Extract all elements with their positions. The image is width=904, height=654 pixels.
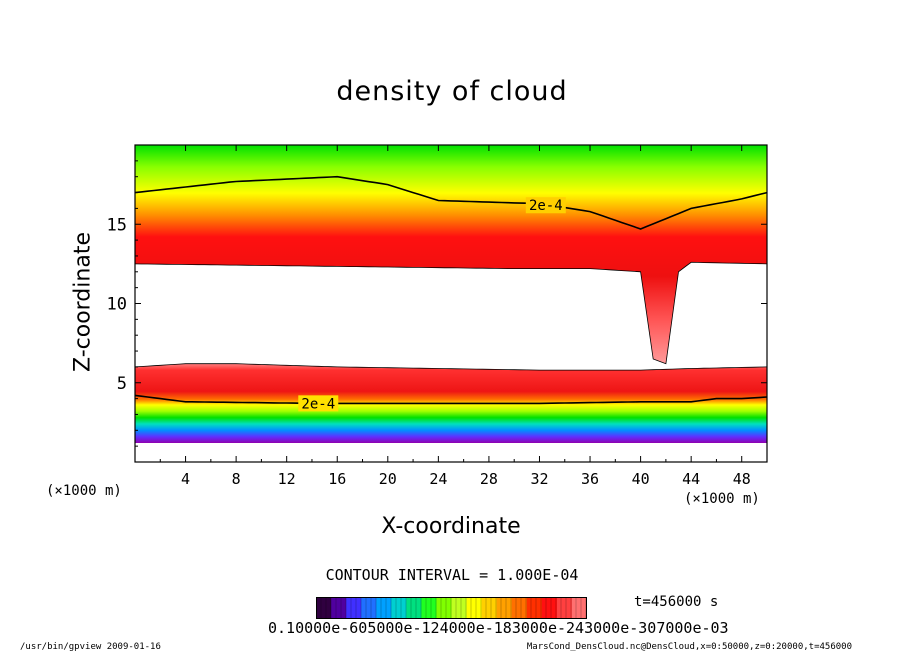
colorbar-swatch: [481, 597, 498, 619]
contour-label: 2e-4: [529, 198, 563, 214]
contour-2e-4-lower: [134, 394, 768, 405]
x-unit-right: (×1000 m): [684, 491, 760, 507]
colorbar-swatch: [496, 597, 513, 619]
contour-label-bg: [525, 197, 566, 214]
colorbar-swatch: [406, 597, 422, 619]
y-tick-label: 10: [107, 295, 127, 315]
upper-cloud-layer: [135, 145, 767, 364]
colorbar-swatch: [556, 597, 573, 619]
x-tick-label: 20: [379, 470, 397, 488]
colorbar-swatch: [466, 597, 483, 619]
contour-2e-4-upper: [134, 175, 768, 230]
colorbar-swatch: [511, 597, 528, 619]
x-tick-label: 4: [181, 470, 190, 488]
colorbar-swatch: [391, 597, 407, 619]
colorbar-swatch: [376, 597, 392, 619]
y-axis-label: Z-coordinate: [70, 232, 96, 372]
colorbar: [316, 597, 587, 619]
colorbar-swatch: [331, 597, 347, 619]
x-axis-label: X-coordinate: [381, 514, 521, 539]
time-label: t=456000 s: [634, 594, 719, 610]
colorbar-swatch: [451, 597, 468, 619]
colorbar-swatch: [526, 597, 543, 619]
upper-layer-bottom-contour: [134, 261, 768, 365]
x-unit-left: (×1000 m): [46, 483, 122, 499]
colorbar-labels: 0.10000e-605000e-124000e-183000e-243000e…: [268, 619, 729, 637]
colorbar-swatch: [571, 597, 587, 619]
lower-layer-top-contour: [134, 363, 768, 371]
x-tick-label: 44: [682, 470, 700, 488]
x-tick-label: 24: [429, 470, 447, 488]
colorbar-swatch: [346, 597, 362, 619]
colorbar-swatch: [436, 597, 452, 619]
footer-right: MarsCond_DensCloud.nc@DensCloud,x=0:5000…: [526, 642, 852, 652]
y-tick-label: 5: [117, 374, 127, 394]
x-tick-label: 48: [733, 470, 751, 488]
contour-label-bg: [298, 395, 339, 412]
colorbar-frame: [316, 597, 587, 619]
x-tick-label: 32: [530, 470, 548, 488]
x-tick-label: 12: [278, 470, 296, 488]
x-tick-label: 16: [328, 470, 346, 488]
x-tick-label: 8: [232, 470, 241, 488]
colorbar-swatch: [361, 597, 377, 619]
colorbar-swatch: [316, 597, 332, 619]
colorbar-swatch: [541, 597, 558, 619]
y-tick-label: 15: [107, 215, 127, 235]
x-tick-label: 36: [581, 470, 599, 488]
contour-label: 2e-4: [301, 396, 335, 412]
footer-left: /usr/bin/gpview 2009-01-16: [20, 642, 161, 652]
chart-title: density of cloud: [336, 76, 568, 107]
x-tick-label: 28: [480, 470, 498, 488]
x-tick-label: 40: [632, 470, 650, 488]
colorbar-swatch: [421, 597, 437, 619]
contour-interval: CONTOUR INTERVAL = 1.000E-04: [325, 566, 579, 584]
